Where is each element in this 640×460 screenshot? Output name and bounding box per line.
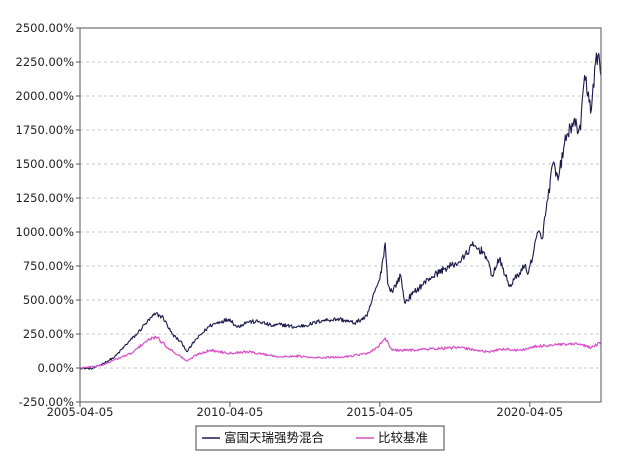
y-tick-label: 2000.00% xyxy=(16,89,75,103)
y-tick-label: 2500.00% xyxy=(16,21,75,35)
y-axis: -250.00% 0.00% 250.00% 500.00% 750.00% 1000.0… xyxy=(16,21,80,409)
series-line-fund xyxy=(79,52,602,370)
y-tick-label: 500.00% xyxy=(23,293,74,307)
y-tick-label: 0.00% xyxy=(37,361,74,375)
y-tick-label: 2250.00% xyxy=(16,55,75,69)
legend-box xyxy=(195,425,445,451)
y-tick-label: -250.00% xyxy=(19,395,74,409)
y-tick-label: 1500.00% xyxy=(16,157,75,171)
plot-area xyxy=(80,28,601,402)
plot-frame xyxy=(79,27,602,403)
legend: 富国天瑞强势混合 比较基准 xyxy=(195,425,445,451)
y-tick-label: 1000.00% xyxy=(16,225,75,239)
y-tick-label: 1750.00% xyxy=(16,123,75,137)
y-tick-label: 1250.00% xyxy=(16,191,75,205)
x-tick-label: 2015-04-05 xyxy=(346,405,413,419)
x-tick-label: 2005-04-05 xyxy=(47,405,114,419)
series-lines xyxy=(79,52,602,370)
gridlines xyxy=(80,61,601,369)
y-tick-label: 750.00% xyxy=(23,259,74,273)
legend-label-benchmark: 比较基准 xyxy=(378,430,428,445)
legend-label-fund: 富国天瑞强势混合 xyxy=(224,430,325,445)
series-line-benchmark xyxy=(79,335,602,369)
x-axis: 2005-04-05 2010-04-05 2015-04-05 2020-04-05 xyxy=(47,402,563,419)
y-tick-label: 250.00% xyxy=(23,327,74,341)
x-tick-label: 2020-04-05 xyxy=(496,405,563,419)
x-tick-label: 2010-04-05 xyxy=(196,405,263,419)
